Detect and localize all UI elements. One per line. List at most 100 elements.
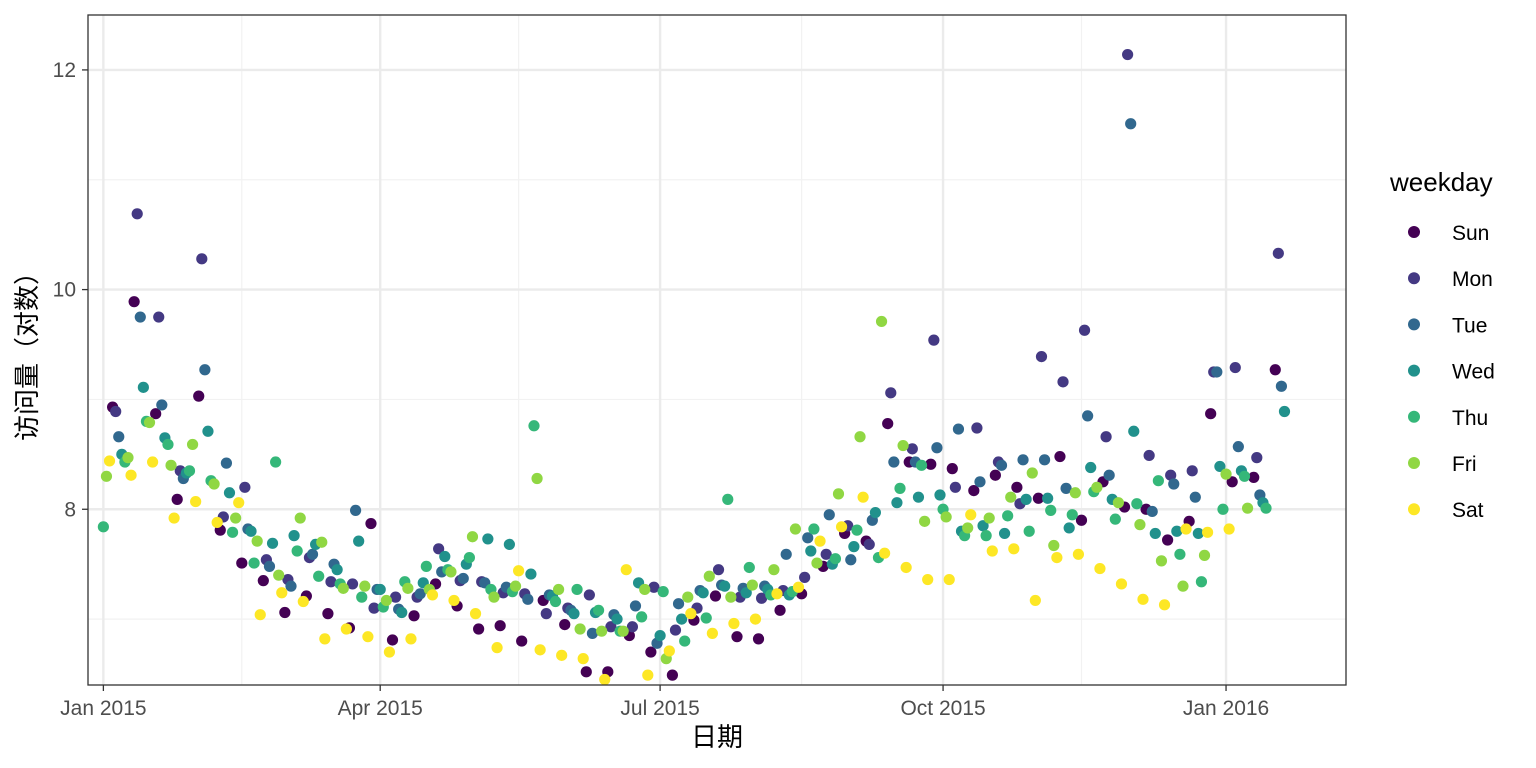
data-point-fri xyxy=(1241,502,1254,514)
data-point-wed xyxy=(805,545,817,557)
x-tick-label: Oct 2015 xyxy=(900,697,985,720)
data-point-mon xyxy=(368,602,380,614)
data-point-thu xyxy=(248,557,260,569)
data-point-mon xyxy=(928,334,940,346)
data-point-fri xyxy=(273,569,285,581)
data-point-mon xyxy=(131,208,143,220)
data-point-fri xyxy=(682,591,694,603)
data-point-fri xyxy=(208,478,220,490)
data-point-sun xyxy=(968,484,980,497)
data-point-wed xyxy=(396,606,408,619)
data-point-thu xyxy=(1002,510,1014,522)
data-point-mon xyxy=(325,576,337,588)
data-point-fri xyxy=(919,515,931,527)
data-point-sat xyxy=(857,491,869,503)
data-point-fri xyxy=(1177,580,1189,592)
data-point-mon xyxy=(1186,465,1198,477)
data-point-sat xyxy=(663,645,675,657)
data-point-tue xyxy=(629,600,642,612)
data-point-fri xyxy=(294,512,306,524)
y-tick-label: 12 xyxy=(53,59,76,82)
data-point-tue xyxy=(931,442,943,454)
legend-key-sun xyxy=(1408,226,1420,238)
data-point-thu xyxy=(97,521,109,533)
legend-label-fri: Fri xyxy=(1452,453,1477,476)
data-point-thu xyxy=(592,604,605,616)
data-point-mon xyxy=(799,571,811,583)
data-point-sun xyxy=(709,590,722,602)
data-point-tue xyxy=(1060,482,1072,494)
data-point-mon xyxy=(1251,452,1263,464)
data-point-fri xyxy=(230,512,242,524)
legend-key-mon xyxy=(1408,272,1420,285)
data-point-sun xyxy=(408,610,420,622)
data-point-sat xyxy=(556,649,568,661)
data-point-wed xyxy=(740,587,752,599)
data-point-thu xyxy=(162,438,174,451)
data-point-fri xyxy=(832,488,845,500)
data-point-fri xyxy=(1069,487,1081,499)
data-point-wed xyxy=(1192,527,1204,540)
data-point-sun xyxy=(236,557,248,569)
data-point-wed xyxy=(331,564,343,576)
data-point-wed xyxy=(245,525,257,537)
legend-key-sat xyxy=(1408,503,1420,516)
data-point-sat xyxy=(1180,523,1192,535)
data-point-fri xyxy=(445,566,457,578)
data-point-mon xyxy=(346,578,359,590)
data-points xyxy=(97,48,1291,686)
data-point-sat xyxy=(965,509,977,521)
data-point-tue xyxy=(1146,505,1158,518)
data-point-wed xyxy=(1042,492,1054,504)
data-point-sat xyxy=(599,673,611,686)
data-point-sat xyxy=(642,669,654,681)
data-point-fri xyxy=(316,536,328,548)
data-point-sat xyxy=(922,573,934,586)
data-point-tue xyxy=(952,423,965,435)
data-point-thu xyxy=(420,560,432,572)
data-point-fri xyxy=(402,582,414,594)
data-point-wed xyxy=(977,520,989,532)
data-point-fri xyxy=(875,315,888,328)
data-point-tue xyxy=(888,456,900,468)
data-point-thu xyxy=(1109,513,1121,525)
data-point-fri xyxy=(1155,555,1168,567)
data-point-sat xyxy=(1158,599,1171,611)
data-point-wed xyxy=(202,425,214,437)
data-point-thu xyxy=(1195,576,1208,588)
data-point-fri xyxy=(897,439,909,452)
data-point-fri xyxy=(789,523,802,535)
data-point-tue xyxy=(586,627,599,639)
data-point-mon xyxy=(906,443,918,455)
legend-title: weekday xyxy=(1389,167,1493,197)
data-point-sat xyxy=(168,512,180,524)
data-point-mon xyxy=(433,543,445,555)
data-point-sat xyxy=(491,642,503,654)
data-point-sat xyxy=(1137,593,1149,605)
data-point-tue xyxy=(823,509,835,521)
data-point-fri xyxy=(574,623,586,635)
data-point-sun xyxy=(925,458,937,470)
data-point-sat xyxy=(469,608,482,620)
data-point-sat xyxy=(211,516,223,529)
data-point-sat xyxy=(276,587,288,599)
data-point-mon xyxy=(605,621,617,633)
data-point-mon xyxy=(669,624,682,636)
data-point-wed xyxy=(697,587,709,599)
data-point-thu xyxy=(829,553,842,565)
data-point-sun xyxy=(1226,476,1238,488)
data-point-sun xyxy=(171,493,183,505)
data-point-tue xyxy=(113,431,125,443)
data-point-mon xyxy=(712,564,725,576)
legend-label-tue: Tue xyxy=(1452,314,1487,337)
data-point-wed xyxy=(439,550,451,563)
data-point-sat xyxy=(426,589,439,601)
data-point-sat xyxy=(190,495,202,508)
data-point-sat xyxy=(900,561,912,574)
data-point-mon xyxy=(755,592,768,604)
data-point-tue xyxy=(199,364,211,376)
data-point-fri xyxy=(122,452,134,464)
data-point-sun xyxy=(516,635,528,647)
data-point-thu xyxy=(1023,525,1035,537)
data-point-wed xyxy=(374,583,386,596)
